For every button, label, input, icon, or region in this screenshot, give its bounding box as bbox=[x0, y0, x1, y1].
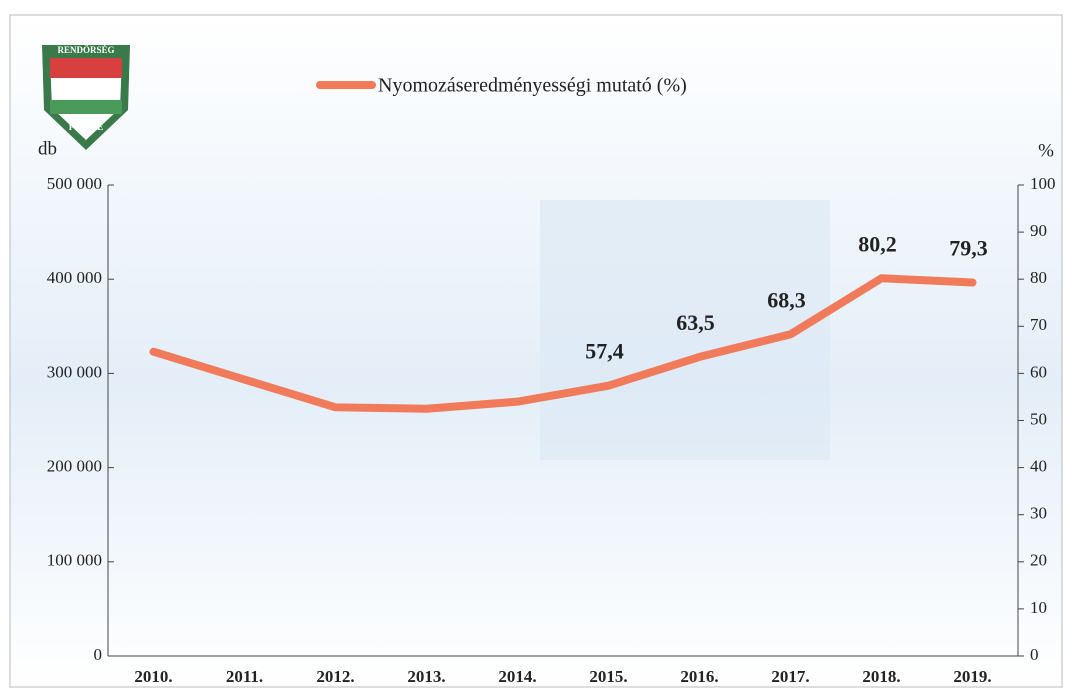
y2-tick-label: 20 bbox=[1030, 551, 1047, 570]
y2-tick-label: 50 bbox=[1030, 409, 1047, 428]
y-tick-label: 300 000 bbox=[47, 362, 102, 381]
x-tick-label: 2014. bbox=[498, 667, 536, 686]
x-tick-label: 2017. bbox=[771, 667, 809, 686]
line-series bbox=[149, 274, 977, 413]
x-tick-label: 2012. bbox=[316, 667, 354, 686]
y2-tick-label: 40 bbox=[1030, 457, 1047, 476]
x-tick-label: 2015. bbox=[589, 667, 627, 686]
x-tick-label: 2010. bbox=[134, 667, 172, 686]
data-label: 63,5 bbox=[676, 310, 715, 335]
x-tick-label: 2018. bbox=[862, 667, 900, 686]
y2-tick-label: 10 bbox=[1030, 598, 1047, 617]
y2-axis-label: % bbox=[1038, 140, 1054, 161]
y2-tick-label: 60 bbox=[1030, 362, 1047, 381]
y-tick-label: 100 000 bbox=[47, 551, 102, 570]
data-label: 79,3 bbox=[949, 236, 988, 261]
x-tick-label: 2013. bbox=[407, 667, 445, 686]
background-building bbox=[540, 200, 830, 460]
y-tick-label: 400 000 bbox=[47, 268, 102, 287]
y2-tick-label: 70 bbox=[1030, 315, 1047, 334]
logo-bottom-text: POLICE bbox=[69, 122, 104, 132]
y-tick-label: 200 000 bbox=[47, 457, 102, 476]
chart-frame bbox=[9, 14, 1063, 688]
y2-tick-label: 30 bbox=[1030, 504, 1047, 523]
y-axis-label: db bbox=[38, 138, 57, 159]
logo: RENDŐRSÉG POLICE bbox=[42, 45, 130, 150]
y2-tick-label: 90 bbox=[1030, 221, 1047, 240]
y2-tick-label: 100 bbox=[1030, 174, 1056, 193]
y2-tick-label: 80 bbox=[1030, 268, 1047, 287]
y-tick-label: 500 000 bbox=[47, 174, 102, 193]
x-tick-label: 2011. bbox=[226, 667, 263, 686]
data-label: 57,4 bbox=[585, 339, 624, 364]
x-tick-label: 2016. bbox=[680, 667, 718, 686]
y-tick-label: 0 bbox=[94, 645, 103, 664]
y2-tick-label: 0 bbox=[1030, 645, 1039, 664]
data-label: 80,2 bbox=[858, 231, 897, 256]
logo-top-text: RENDŐRSÉG bbox=[57, 45, 114, 55]
x-tick-label: 2019. bbox=[953, 667, 991, 686]
data-label: 68,3 bbox=[767, 287, 806, 312]
legend-label: Nyomozáseredményességi mutató (%) bbox=[378, 75, 687, 97]
